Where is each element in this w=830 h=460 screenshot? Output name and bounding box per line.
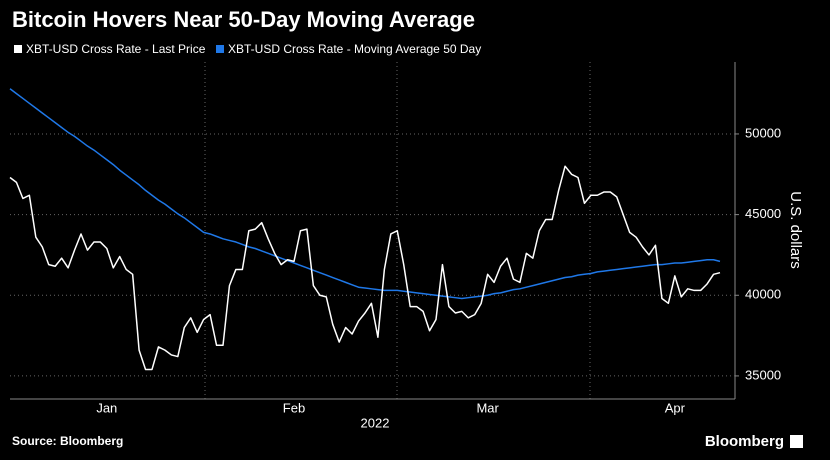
- brand-icon: [790, 435, 803, 448]
- chart-title: Bitcoin Hovers Near 50-Day Moving Averag…: [12, 7, 475, 32]
- y-tick-label: 40000: [745, 287, 781, 302]
- x-tick-label: Mar: [476, 400, 499, 415]
- y-tick-label: 35000: [745, 367, 781, 382]
- x-tick-label: Feb: [283, 400, 305, 415]
- x-axis-label: 2022: [361, 415, 390, 430]
- brand: Bloomberg: [705, 433, 784, 450]
- legend-label: XBT-USD Cross Rate - Moving Average 50 D…: [228, 42, 481, 56]
- source: Source: Bloomberg: [12, 434, 123, 448]
- y-tick-label: 50000: [745, 125, 781, 140]
- legend-swatch: [216, 45, 224, 53]
- x-tick-label: Apr: [665, 400, 686, 415]
- legend-label: XBT-USD Cross Rate - Last Price: [26, 42, 206, 56]
- y-axis-label: U.S. dollars: [787, 191, 804, 269]
- legend-swatch: [14, 45, 22, 53]
- series-line: [9, 165, 721, 371]
- y-tick-label: 45000: [745, 206, 781, 221]
- series-line: [9, 88, 721, 300]
- x-tick-label: Jan: [96, 400, 117, 415]
